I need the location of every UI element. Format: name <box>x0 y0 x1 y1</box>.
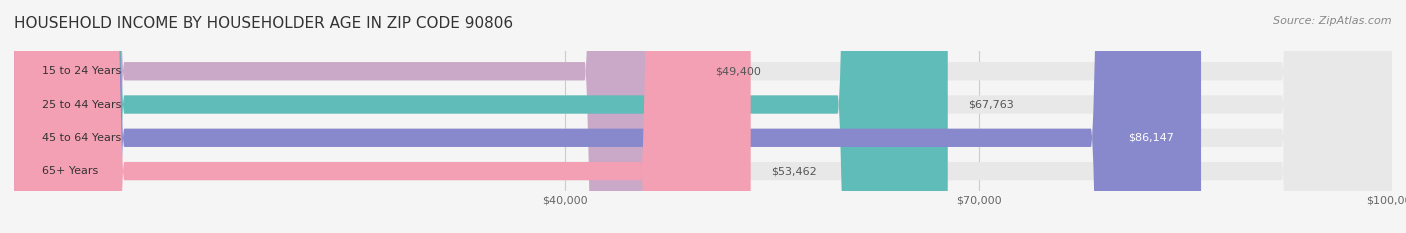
Text: 45 to 64 Years: 45 to 64 Years <box>42 133 121 143</box>
Text: $67,763: $67,763 <box>969 99 1014 110</box>
Text: 15 to 24 Years: 15 to 24 Years <box>42 66 121 76</box>
Text: Source: ZipAtlas.com: Source: ZipAtlas.com <box>1274 16 1392 26</box>
FancyBboxPatch shape <box>14 0 695 233</box>
Text: $53,462: $53,462 <box>772 166 817 176</box>
FancyBboxPatch shape <box>14 0 948 233</box>
FancyBboxPatch shape <box>14 0 751 233</box>
Text: HOUSEHOLD INCOME BY HOUSEHOLDER AGE IN ZIP CODE 90806: HOUSEHOLD INCOME BY HOUSEHOLDER AGE IN Z… <box>14 16 513 31</box>
FancyBboxPatch shape <box>14 0 1392 233</box>
Text: $49,400: $49,400 <box>716 66 761 76</box>
Text: $86,147: $86,147 <box>1128 133 1174 143</box>
FancyBboxPatch shape <box>14 0 1392 233</box>
Text: 65+ Years: 65+ Years <box>42 166 98 176</box>
Text: 25 to 44 Years: 25 to 44 Years <box>42 99 121 110</box>
FancyBboxPatch shape <box>14 0 1392 233</box>
FancyBboxPatch shape <box>14 0 1201 233</box>
FancyBboxPatch shape <box>14 0 1392 233</box>
